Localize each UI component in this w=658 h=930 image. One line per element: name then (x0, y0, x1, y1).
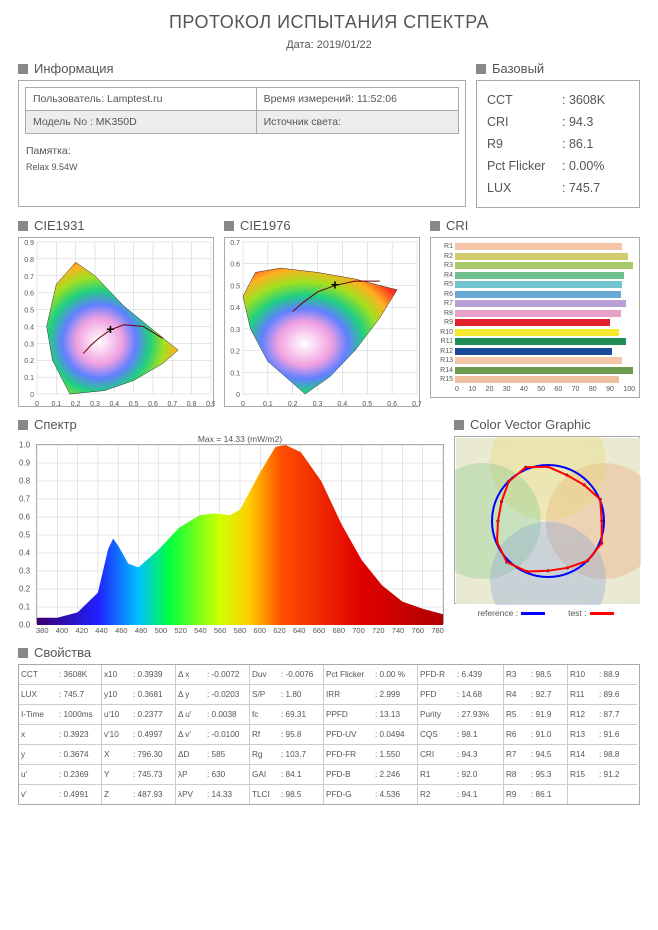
svg-text:0.1: 0.1 (263, 401, 273, 408)
svg-text:0.7: 0.7 (24, 274, 34, 281)
section-info: Информация (18, 61, 466, 76)
svg-text:0.9: 0.9 (206, 401, 215, 408)
section-cri: CRI (430, 218, 640, 233)
svg-text:0.8: 0.8 (24, 257, 34, 264)
svg-text:0.2: 0.2 (288, 401, 298, 408)
section-cie1931: CIE1931 (18, 218, 214, 233)
svg-text:0.3: 0.3 (313, 401, 323, 408)
svg-text:0.5: 0.5 (230, 283, 240, 290)
svg-text:0.5: 0.5 (362, 401, 372, 408)
section-cie1976: CIE1976 (224, 218, 420, 233)
base-box: CCT: 3608KCRI: 94.3R9: 86.1Pct Flicker: … (476, 80, 640, 208)
svg-text:0.6: 0.6 (148, 401, 158, 408)
svg-text:0: 0 (35, 401, 39, 408)
section-base: Базовый (476, 61, 640, 76)
cie1976-chart: 00 0.1 0.1 0.2 0.2 0.3 0.3 0.4 0.4 0.5 0.5 0.6 0.6 0.… (224, 237, 420, 407)
svg-text:0: 0 (241, 401, 245, 408)
cri-chart: R1R2R3R4R5R6R7R8R9R10R11R12R13R14R150102… (430, 237, 640, 398)
page-title: ПРОТОКОЛ ИСПЫТАНИЯ СПЕКТРА (18, 12, 640, 33)
svg-text:0.1: 0.1 (24, 375, 34, 382)
svg-text:0.3: 0.3 (90, 401, 100, 408)
svg-text:0.5: 0.5 (129, 401, 139, 408)
svg-text:0.4: 0.4 (24, 324, 34, 331)
svg-text:0.7: 0.7 (167, 401, 177, 408)
section-spectrum: Спектр (18, 417, 444, 432)
svg-text:0.6: 0.6 (24, 291, 34, 298)
svg-text:0.9: 0.9 (24, 240, 34, 247)
svg-text:0.7: 0.7 (230, 240, 240, 247)
svg-text:0.2: 0.2 (71, 401, 81, 408)
cvg-legend: reference : test : (454, 608, 640, 618)
svg-text:0.3: 0.3 (24, 341, 34, 348)
svg-text:0.1: 0.1 (230, 370, 240, 377)
props-table: CCT: 3608Kx10: 0.3939Δ x: -0.0072Duv: -0… (18, 664, 640, 805)
section-props: Свойства (18, 645, 640, 660)
svg-text:0.6: 0.6 (387, 401, 397, 408)
svg-text:0.7: 0.7 (412, 401, 421, 408)
svg-text:0: 0 (30, 392, 34, 399)
svg-text:0.6: 0.6 (230, 262, 240, 269)
date-line: Дата: 2019/01/22 (18, 39, 640, 51)
svg-text:+: + (106, 321, 114, 337)
info-box: Пользователь: Lamptest.ru Время измерени… (18, 80, 466, 207)
cvg-chart (454, 436, 640, 604)
svg-text:0.4: 0.4 (109, 401, 119, 408)
svg-text:0.3: 0.3 (230, 327, 240, 334)
svg-text:0.4: 0.4 (230, 305, 240, 312)
svg-text:0: 0 (236, 392, 240, 399)
spectrum-chart: Max = 14.33 (mW/m2) 0.00.10.20.30.40.50.… (36, 444, 444, 624)
svg-text:0.8: 0.8 (187, 401, 197, 408)
svg-text:0.4: 0.4 (338, 401, 348, 408)
section-cvg: Color Vector Graphic (454, 417, 640, 432)
cie1931-chart: 00 0.1 0.1 0.2 0.2 0.3 0.3 0.4 0.4 0.5 0.5 0.6 0.6 0.… (18, 237, 214, 407)
svg-text:0.2: 0.2 (230, 349, 240, 356)
svg-text:0.2: 0.2 (24, 358, 34, 365)
svg-text:0.1: 0.1 (51, 401, 61, 408)
svg-text:+: + (331, 276, 339, 292)
svg-text:0.5: 0.5 (24, 308, 34, 315)
